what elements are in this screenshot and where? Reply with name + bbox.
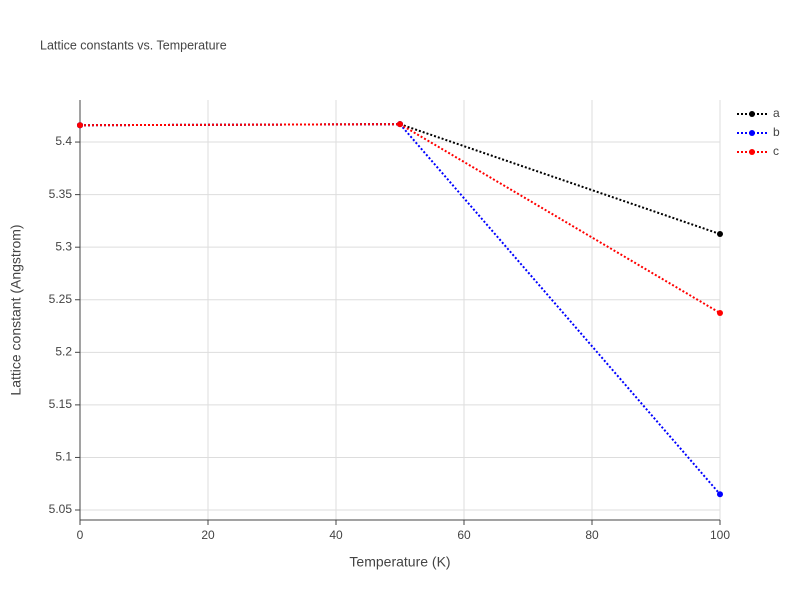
y-tick-label: 5.4 <box>55 134 72 148</box>
series-line <box>79 123 721 235</box>
x-tick-label: 100 <box>710 528 730 542</box>
y-tick-label: 5.1 <box>55 450 72 464</box>
point <box>717 231 723 238</box>
x-tick-label: 40 <box>329 528 343 542</box>
point <box>77 122 83 129</box>
y-tick-label: 5.2 <box>55 344 72 358</box>
y-axis-label: Lattice constant (Angstrom) <box>8 224 24 395</box>
series-line <box>79 123 721 314</box>
x-tick-label: 60 <box>457 528 471 542</box>
point <box>717 309 723 316</box>
legend-marker <box>749 130 755 136</box>
x-tick-label: 80 <box>585 528 599 542</box>
y-tick-label: 5.15 <box>49 397 73 411</box>
legend-label: b <box>773 125 780 139</box>
y-tick-label: 5.05 <box>49 502 73 516</box>
legend-marker <box>749 111 755 117</box>
x-tick-label: 0 <box>77 528 84 542</box>
y-tick-label: 5.3 <box>55 239 72 253</box>
y-tick-label: 5.25 <box>49 292 73 306</box>
x-axis-label: Temperature (K) <box>349 554 450 570</box>
point <box>397 121 403 128</box>
y-tick-label: 5.35 <box>49 187 73 201</box>
series-line <box>79 123 721 495</box>
legend-label: c <box>773 144 779 158</box>
point <box>717 491 723 498</box>
chart-title: Lattice constants vs. Temperature <box>40 38 227 52</box>
x-tick-label: 20 <box>201 528 215 542</box>
legend-label: a <box>773 106 780 120</box>
legend-marker <box>749 149 755 155</box>
